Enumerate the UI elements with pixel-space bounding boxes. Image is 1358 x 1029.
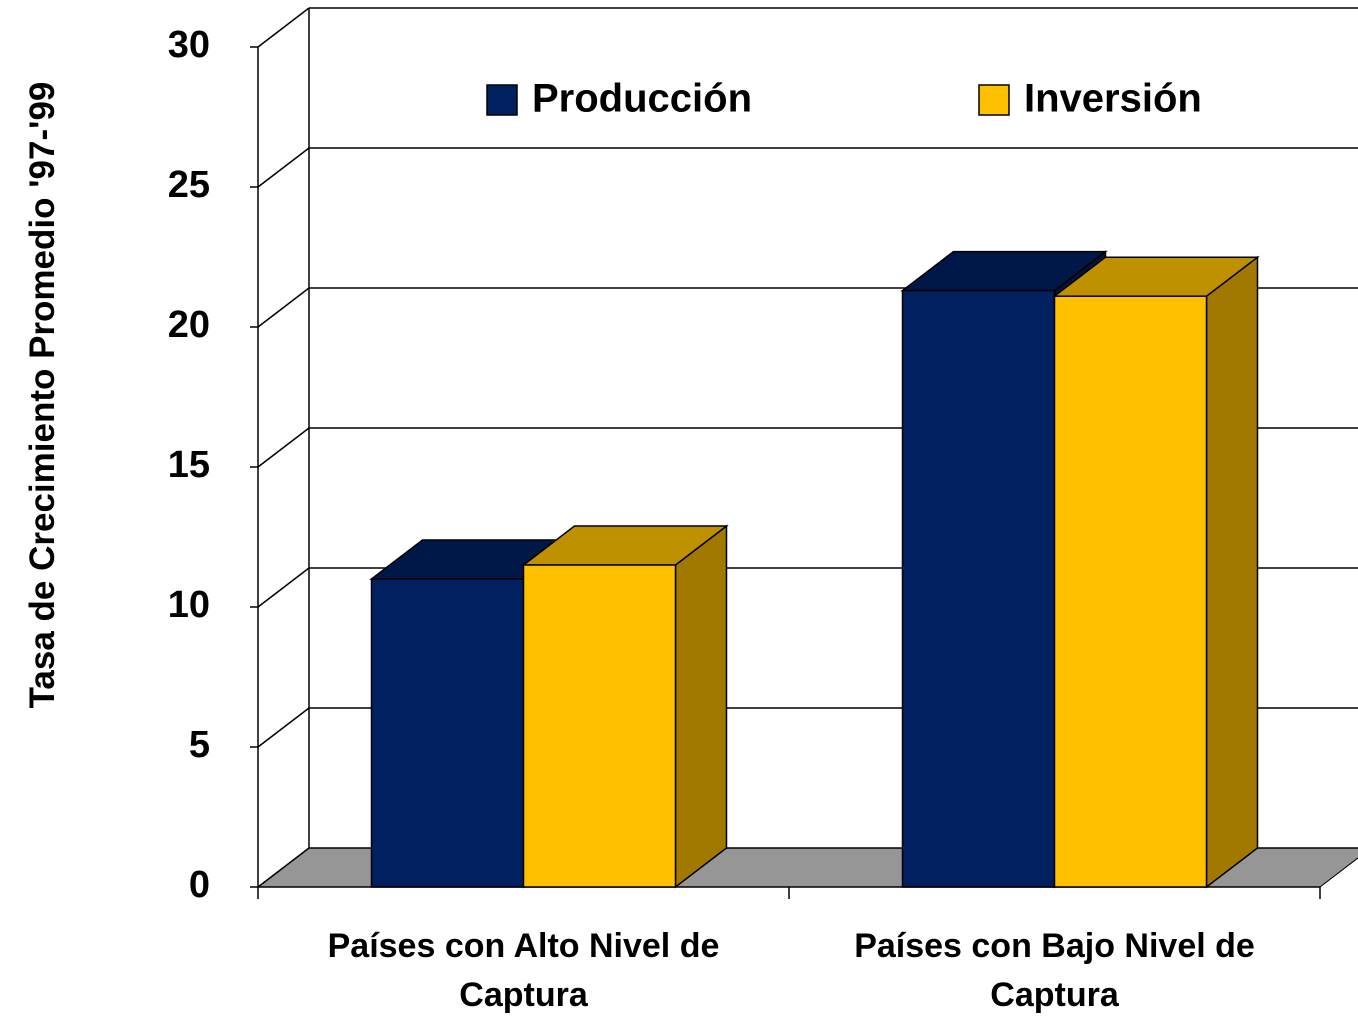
- grid-line-side: [257, 147, 310, 188]
- y-tick-label: 15: [168, 444, 210, 486]
- legend-label: Producción: [532, 77, 752, 121]
- bar: [1053, 295, 1208, 888]
- bar-side: [1205, 255, 1259, 889]
- y-tick-label: 5: [189, 724, 210, 766]
- grid-line-side: [257, 847, 310, 888]
- legend-swatch: [486, 84, 518, 116]
- y-tick-label: 0: [189, 864, 210, 906]
- legend-label: Inversión: [1024, 77, 1202, 121]
- y-tick-label: 25: [168, 164, 210, 206]
- x-tick-label: Países con Alto Nivel de Captura: [327, 927, 720, 1015]
- grid-line-side: [257, 567, 310, 608]
- bar: [901, 289, 1056, 888]
- x-tick-label: Países con Bajo Nivel de Captura: [854, 927, 1255, 1015]
- y-axis-title: Tasa de Crecimiento Promedio '97-'99: [23, 81, 62, 709]
- grid-line-side: [257, 7, 310, 48]
- bar-side: [674, 524, 728, 889]
- y-tick-label: 30: [168, 24, 210, 66]
- grid-line-side: [257, 707, 310, 748]
- y-tick-label: 20: [168, 304, 210, 346]
- grid-line-side: [257, 287, 310, 328]
- legend-swatch: [978, 84, 1010, 116]
- grid-line-side: [257, 427, 310, 468]
- bar: [370, 578, 525, 888]
- y-tick-label: 10: [168, 584, 210, 626]
- bar: [522, 564, 677, 888]
